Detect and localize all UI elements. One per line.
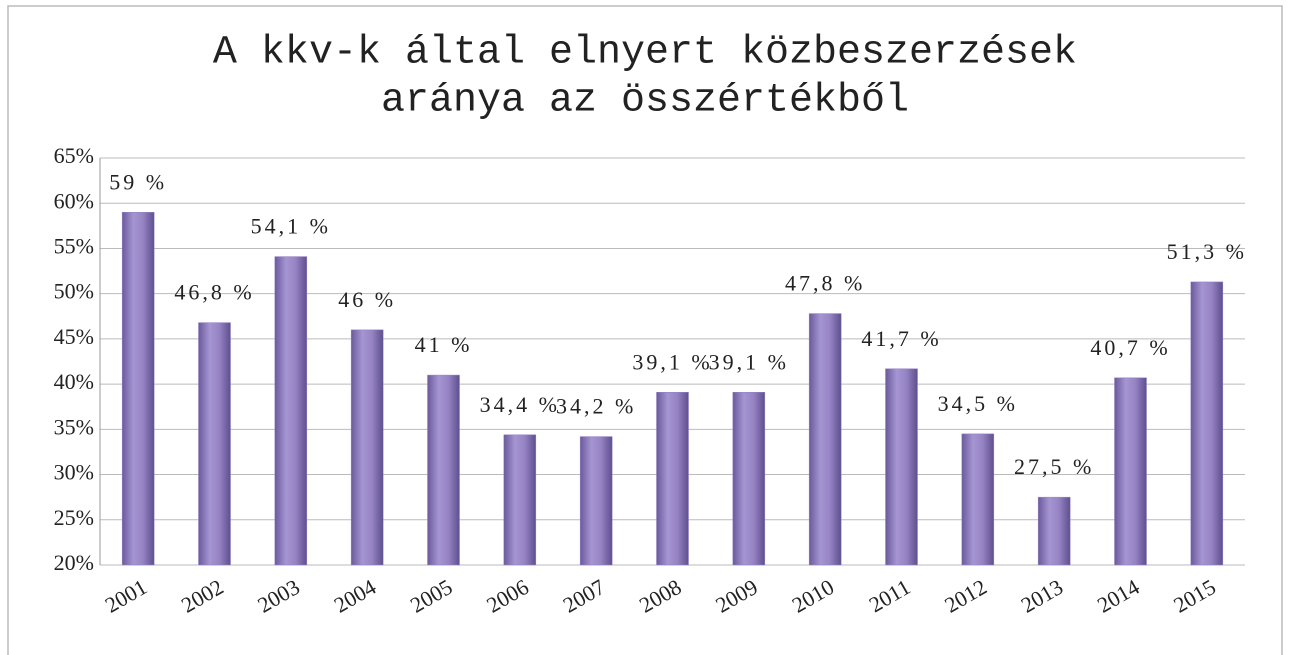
chart-frame xyxy=(7,5,1283,655)
bar xyxy=(961,433,995,566)
bar xyxy=(350,329,384,566)
x-tick-label: 2012 xyxy=(940,574,991,618)
value-label: 34,5 % xyxy=(938,391,1018,416)
x-tick-label: 2007 xyxy=(559,574,610,618)
bar xyxy=(656,392,689,566)
chart-title: aránya az összértékből xyxy=(381,79,909,124)
x-tick-label: 2001 xyxy=(101,574,152,618)
value-label: 34,2 % xyxy=(556,394,636,419)
x-tick-label: 2003 xyxy=(253,574,304,618)
bar xyxy=(427,374,460,566)
bar xyxy=(885,368,918,566)
y-tick-label: 55% xyxy=(54,233,94,258)
value-label: 59 % xyxy=(109,169,167,194)
x-tick-label: 2006 xyxy=(482,574,533,618)
value-label: 51,3 % xyxy=(1167,239,1247,264)
y-tick-label: 65% xyxy=(54,143,94,168)
bar xyxy=(274,256,308,566)
bar xyxy=(808,313,842,566)
y-tick-label: 25% xyxy=(54,505,94,530)
bar xyxy=(198,322,231,566)
bar xyxy=(1037,496,1071,566)
x-tick-label: 2005 xyxy=(406,574,457,618)
value-label: 41,7 % xyxy=(861,326,941,351)
x-tick-label: 2002 xyxy=(177,574,228,618)
x-tick-label: 2009 xyxy=(711,574,762,618)
y-tick-label: 35% xyxy=(54,414,94,439)
y-tick-label: 20% xyxy=(54,550,94,575)
x-tick-label: 2008 xyxy=(635,574,686,618)
value-label: 47,8 % xyxy=(785,271,865,296)
x-tick-label: 2014 xyxy=(1093,574,1144,618)
value-label: 39,1 % xyxy=(632,349,712,374)
value-label: 46 % xyxy=(338,287,396,312)
bar xyxy=(121,212,155,566)
value-label: 41 % xyxy=(415,332,473,357)
value-label: 46,8 % xyxy=(174,280,254,305)
chart-title: A kkv-k által elnyert közbeszerzések xyxy=(213,31,1077,76)
bar xyxy=(1114,377,1147,566)
value-label: 39,1 % xyxy=(709,349,789,374)
value-label: 34,4 % xyxy=(480,392,560,417)
bar xyxy=(579,436,613,566)
y-tick-label: 60% xyxy=(54,188,94,213)
x-tick-label: 2011 xyxy=(865,574,915,617)
bar xyxy=(503,434,537,566)
bar xyxy=(1190,281,1224,566)
value-label: 40,7 % xyxy=(1090,335,1170,360)
y-tick-label: 45% xyxy=(54,324,94,349)
y-tick-label: 50% xyxy=(54,279,94,304)
y-tick-label: 30% xyxy=(54,460,94,485)
x-tick-label: 2013 xyxy=(1017,574,1068,618)
x-tick-label: 2015 xyxy=(1169,574,1220,618)
bar xyxy=(732,392,766,566)
x-tick-label: 2010 xyxy=(788,574,839,618)
x-tick-label: 2004 xyxy=(330,574,381,618)
value-label: 27,5 % xyxy=(1014,454,1094,479)
y-tick-label: 40% xyxy=(54,369,94,394)
value-label: 54,1 % xyxy=(251,214,331,239)
